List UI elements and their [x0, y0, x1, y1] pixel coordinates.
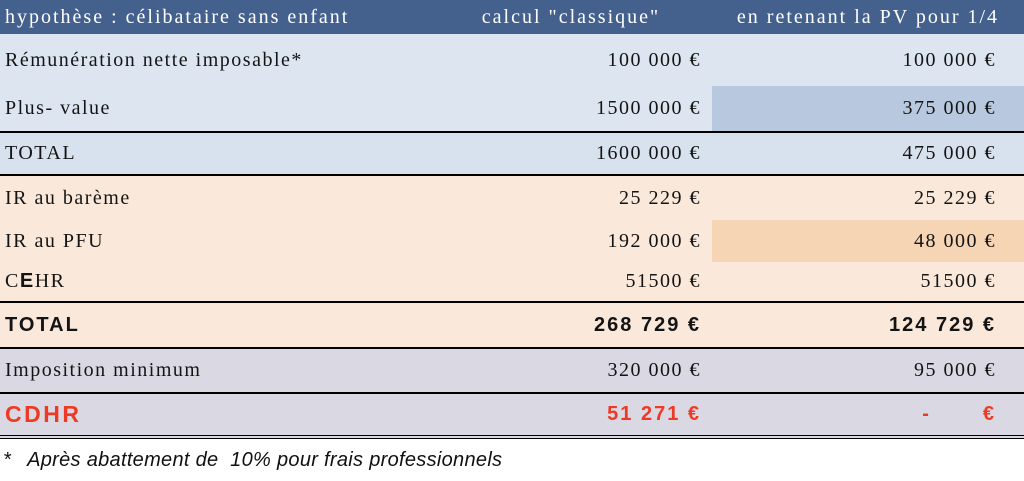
- pv-value: 25 229 €: [914, 186, 996, 209]
- pv-value: 48 000 €: [712, 220, 1024, 262]
- table-row-remuneration: Rémunération nette imposable* 100 000 € 10…: [0, 34, 1024, 86]
- header-pv-quarter: en retenant la PV pour 1/4: [736, 5, 1000, 28]
- table-row-total-impots: TOTAL 268 729 € 124 729 €: [0, 301, 1024, 349]
- row-label: Imposition minimum: [0, 349, 430, 392]
- classic-value: 320 000 €: [607, 359, 701, 381]
- header-classic-calc: calcul "classique": [481, 5, 661, 28]
- row-label-part: IR au PFU: [5, 229, 105, 252]
- classic-value: 25 229 €: [619, 186, 701, 209]
- pv-value: 475 000 €: [902, 142, 996, 164]
- table-row-imposition-minimum: Imposition minimum 320 000 € 95 000 €: [0, 349, 1024, 394]
- classic-value: 192 000 €: [607, 229, 701, 252]
- row-label: Plus- value: [0, 86, 430, 131]
- table-row-plus-value: Plus- value 1500 000 € 375 000 €: [0, 86, 1024, 131]
- row-label-part: IR au barème: [5, 186, 131, 209]
- row-label-part: TOTAL: [5, 313, 80, 336]
- row-label-part: C: [5, 270, 20, 292]
- table-row-cehr: C E HR 51500 € 51500 €: [0, 262, 1024, 301]
- classic-value: 51 271 €: [607, 403, 701, 425]
- table-row-total-revenus: TOTAL 1600 000 € 475 000 €: [0, 131, 1024, 176]
- row-label-part: E: [19, 270, 35, 292]
- pv-value: 375 000 €: [712, 86, 1024, 131]
- row-label: CDHR: [0, 394, 430, 435]
- pv-value: - €: [712, 394, 1024, 435]
- footnote: * Après abattement de 10% pour frais pro…: [0, 439, 1024, 481]
- footnote-asterisk: *: [3, 448, 12, 471]
- row-label: TOTAL: [0, 133, 430, 174]
- row-label-part: TOTAL: [5, 142, 77, 164]
- row-label: TOTAL: [0, 303, 430, 347]
- table-rows: Rémunération nette imposable* 100 000 € 10…: [0, 34, 1024, 439]
- dash-value: -: [922, 403, 931, 425]
- row-label-part: CDHR: [5, 401, 82, 427]
- classic-value: 1600 000 €: [596, 142, 701, 164]
- row-label: Rémunération nette imposable*: [0, 34, 430, 86]
- classic-value: 1500 000 €: [596, 97, 701, 119]
- footnote-text: Après abattement de 10% pour frais profe…: [27, 448, 503, 471]
- row-label: IR au PFU: [0, 220, 430, 262]
- table-row-ir-pfu: IR au PFU 192 000 € 48 000 €: [0, 220, 1024, 262]
- header-hypothesis: hypothèse : célibataire sans enfant: [5, 5, 350, 28]
- row-label-part: Plus- value: [5, 97, 111, 119]
- table-header-row: hypothèse : célibataire sans enfant calc…: [0, 0, 1024, 34]
- row-label-part: Imposition minimum: [5, 359, 202, 381]
- row-label: C E HR: [0, 262, 430, 301]
- table-row-ir-bareme: IR au barème 25 229 € 25 229 €: [0, 176, 1024, 220]
- row-label-part: Rémunération nette imposable*: [5, 48, 303, 71]
- pv-value: 51500 €: [920, 270, 996, 292]
- euro-sign: €: [982, 403, 996, 425]
- classic-value: 268 729 €: [594, 313, 701, 336]
- row-label-part: HR: [34, 270, 66, 292]
- table-row-cdhr: CDHR 51 271 € - €: [0, 394, 1024, 439]
- pv-value: 100 000 €: [902, 48, 996, 71]
- pv-value: 124 729 €: [889, 313, 996, 336]
- row-label: IR au barème: [0, 176, 430, 220]
- classic-value: 51500 €: [625, 270, 701, 292]
- classic-value: 100 000 €: [607, 48, 701, 71]
- pv-value: 95 000 €: [914, 359, 996, 381]
